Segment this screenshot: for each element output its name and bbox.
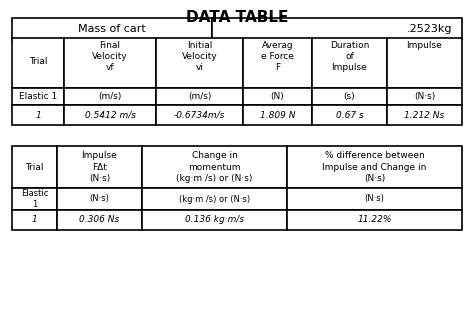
- Bar: [12, 18, 212, 40]
- Bar: [156, 105, 243, 125]
- Bar: [12, 88, 64, 105]
- Bar: [12, 105, 64, 125]
- Text: Averag
e Force
F: Averag e Force F: [261, 41, 294, 83]
- Bar: [312, 105, 387, 125]
- Text: (s): (s): [344, 92, 356, 101]
- Text: Change in
momentum
(kg·m /s) or (N·s): Change in momentum (kg·m /s) or (N·s): [176, 152, 253, 182]
- Bar: [142, 210, 287, 230]
- Text: 1: 1: [35, 111, 41, 120]
- Bar: [387, 105, 462, 125]
- Bar: [12, 210, 57, 230]
- Bar: [156, 38, 243, 88]
- Bar: [243, 88, 312, 105]
- Text: 0.5412 m/s: 0.5412 m/s: [84, 111, 136, 120]
- Bar: [156, 88, 243, 105]
- Text: % difference between
Impulse and Change in
(N·s): % difference between Impulse and Change …: [322, 152, 427, 182]
- Bar: [243, 105, 312, 125]
- Bar: [287, 210, 462, 230]
- Text: 1.212 Ns: 1.212 Ns: [404, 111, 445, 120]
- Bar: [64, 38, 156, 88]
- Text: 1: 1: [32, 215, 37, 224]
- Text: Impulse: Impulse: [407, 41, 442, 83]
- Text: (m/s): (m/s): [99, 92, 122, 101]
- Text: Duration
of
Impulse: Duration of Impulse: [330, 41, 369, 83]
- Text: 1.809 N: 1.809 N: [260, 111, 295, 120]
- Text: Elastic 1: Elastic 1: [19, 92, 57, 101]
- Text: (N·s): (N·s): [414, 92, 435, 101]
- Bar: [243, 38, 312, 88]
- Text: 11.22%: 11.22%: [357, 215, 392, 224]
- Text: .2523kg: .2523kg: [407, 24, 452, 34]
- Bar: [12, 146, 57, 188]
- Text: Impulse
FΔt
(N·s): Impulse FΔt (N·s): [82, 152, 118, 182]
- Text: Mass of cart: Mass of cart: [78, 24, 146, 34]
- Text: Initial
Velocity
vi: Initial Velocity vi: [182, 41, 218, 83]
- Text: (N): (N): [271, 92, 284, 101]
- Text: (N·s): (N·s): [90, 195, 109, 204]
- Bar: [12, 38, 64, 88]
- Bar: [57, 146, 142, 188]
- Bar: [57, 210, 142, 230]
- Bar: [387, 38, 462, 88]
- Bar: [212, 18, 462, 40]
- Bar: [64, 105, 156, 125]
- Bar: [12, 188, 57, 210]
- Bar: [142, 188, 287, 210]
- Text: DATA TABLE: DATA TABLE: [186, 10, 288, 25]
- Bar: [387, 88, 462, 105]
- Text: Elastic
1: Elastic 1: [21, 189, 48, 209]
- Text: (m/s): (m/s): [188, 92, 211, 101]
- Text: 0.306 Ns: 0.306 Ns: [79, 215, 119, 224]
- Text: 0.136 kg·m/s: 0.136 kg·m/s: [185, 215, 244, 224]
- Bar: [57, 188, 142, 210]
- Bar: [312, 88, 387, 105]
- Text: (kg·m /s) or (N·s): (kg·m /s) or (N·s): [179, 195, 250, 204]
- Text: (N·s): (N·s): [365, 195, 384, 204]
- Bar: [142, 146, 287, 188]
- Text: Trial: Trial: [25, 163, 44, 171]
- Bar: [287, 188, 462, 210]
- Text: Trial: Trial: [29, 57, 47, 67]
- Bar: [64, 88, 156, 105]
- Text: -0.6734m/s: -0.6734m/s: [174, 111, 225, 120]
- Bar: [312, 38, 387, 88]
- Bar: [287, 146, 462, 188]
- Text: 0.67 s: 0.67 s: [336, 111, 364, 120]
- Text: Final
Velocity
vf: Final Velocity vf: [92, 41, 128, 83]
